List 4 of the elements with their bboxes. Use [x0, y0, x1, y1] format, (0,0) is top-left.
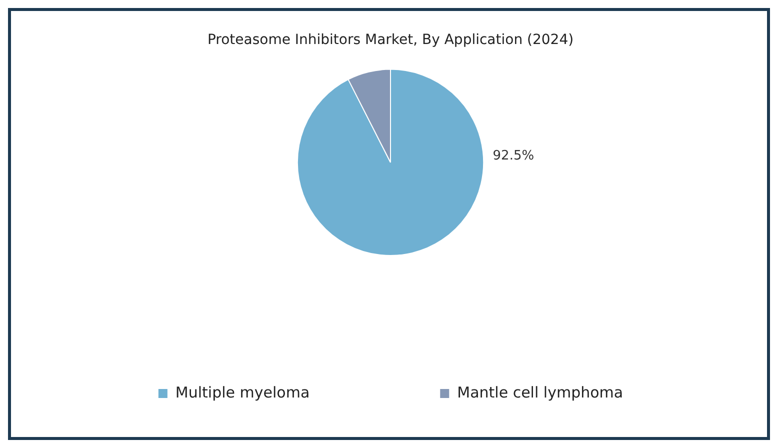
legend-label: Multiple myeloma [175, 383, 310, 402]
data-label: 92.5% [492, 148, 534, 164]
chart-title: Proteasome Inhibitors Market, By Application (2024) [207, 32, 574, 48]
legend-label: Mantle cell lymphoma [457, 383, 624, 402]
